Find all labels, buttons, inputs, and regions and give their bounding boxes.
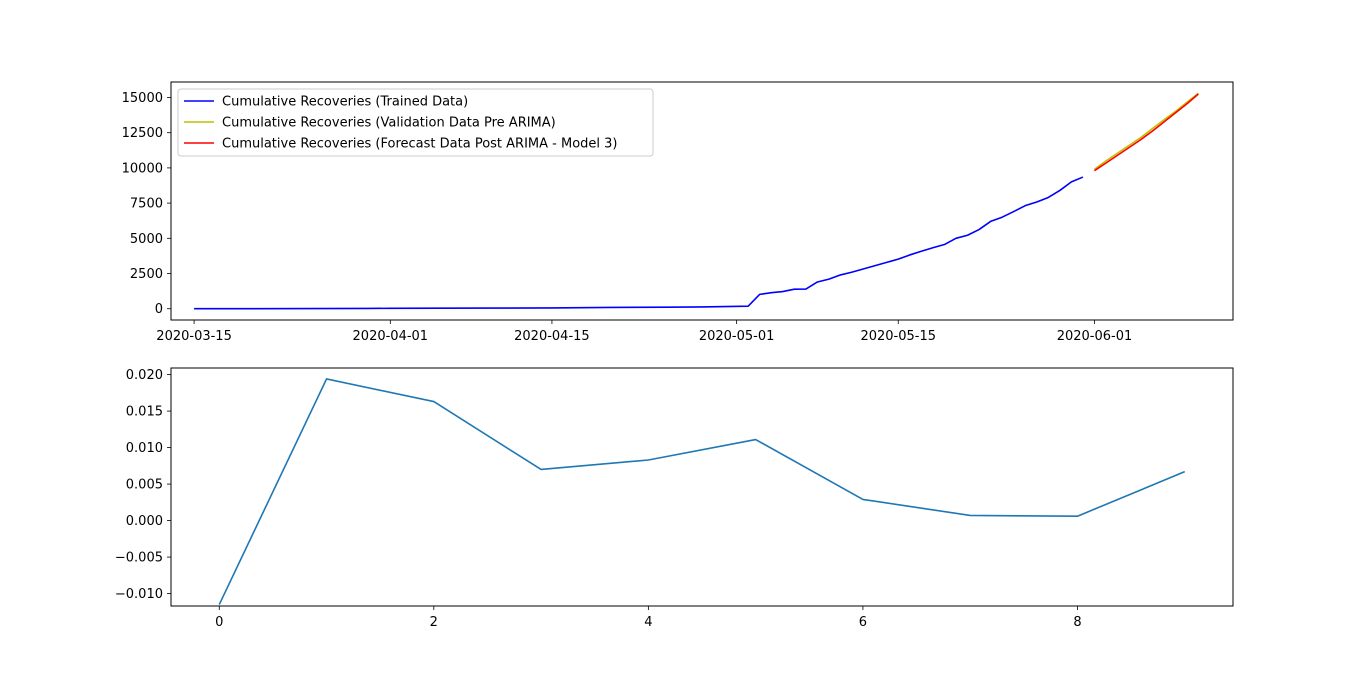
- top-y-tick-label-5000: 5000: [130, 232, 163, 247]
- top-x-tick-label-2020-05-01: 2020-05-01: [699, 329, 775, 344]
- legend-box: [177, 88, 654, 157]
- bottom-chart-plot-area: [171, 368, 1233, 606]
- top-x-tick-label-2020-04-15: 2020-04-15: [514, 329, 590, 344]
- top-chart: 2020-03-15 2020-04-01 2020-04-15 2020-05-01…: [122, 81, 1234, 344]
- bottom-x-tick-label-0: 0: [215, 615, 223, 630]
- bottom-y-tick-label-3: 0.005: [126, 478, 163, 493]
- bottom-x-tick-label-4: 4: [644, 615, 652, 630]
- top-y-tick-label-15000: 15000: [122, 91, 163, 106]
- bottom-chart: 0 2 4 6 8 −0.010 −0.005 0.000 0.005 0.010 0.015 0.0…: [115, 367, 1234, 630]
- top-chart-legend: Cumulative Recoveries (Trained Data) Cum…: [177, 88, 654, 157]
- top-x-tick-label-2020-04-01: 2020-04-01: [353, 329, 429, 344]
- legend-label-trained: Cumulative Recoveries (Trained Data): [222, 95, 468, 110]
- top-x-tick-label-2020-06-01: 2020-06-01: [1057, 329, 1133, 344]
- top-series-line-3: [1094, 93, 1199, 172]
- top-chart-ticks: 2020-03-15 2020-04-01 2020-04-15 2020-05-01…: [122, 91, 1133, 344]
- legend-label-validation: Cumulative Recoveries (Validation Data P…: [222, 116, 556, 131]
- top-y-tick-label-0: 0: [155, 302, 163, 317]
- bottom-x-tick-label-2: 2: [430, 615, 438, 630]
- bottom-chart-frame: [170, 367, 1234, 607]
- bottom-y-tick-label-0: −0.010: [115, 587, 163, 602]
- top-y-tick-label-10000: 10000: [122, 161, 163, 176]
- bottom-x-tick-label-6: 6: [859, 615, 867, 630]
- bottom-series-line-1: [218, 378, 1186, 605]
- bottom-y-tick-label-6: 0.020: [126, 368, 163, 383]
- top-y-tick-label-2500: 2500: [130, 267, 163, 282]
- top-x-tick-label-2020-05-15: 2020-05-15: [860, 329, 936, 344]
- top-y-tick-label-12500: 12500: [122, 126, 163, 141]
- top-series-line-2: [1094, 92, 1199, 170]
- bottom-y-tick-label-2: 0.000: [126, 514, 163, 529]
- bottom-y-tick-label-1: −0.005: [115, 551, 163, 566]
- bottom-x-tick-label-8: 8: [1073, 615, 1081, 630]
- top-y-tick-label-7500: 7500: [130, 197, 163, 212]
- top-x-tick-label-2020-03-15: 2020-03-15: [156, 329, 232, 344]
- bottom-y-tick-label-4: 0.010: [126, 441, 163, 456]
- top-chart-series-group: [194, 92, 1199, 310]
- bottom-chart-series-group: [218, 378, 1186, 605]
- top-series-line-1: [194, 176, 1084, 310]
- legend-label-forecast: Cumulative Recoveries (Forecast Data Pos…: [222, 137, 617, 152]
- bottom-chart-ticks: 0 2 4 6 8 −0.010 −0.005 0.000 0.005 0.010 0.015 0.0…: [115, 368, 1082, 630]
- bottom-y-tick-label-5: 0.015: [126, 405, 163, 420]
- top-chart-frame: [170, 81, 1234, 321]
